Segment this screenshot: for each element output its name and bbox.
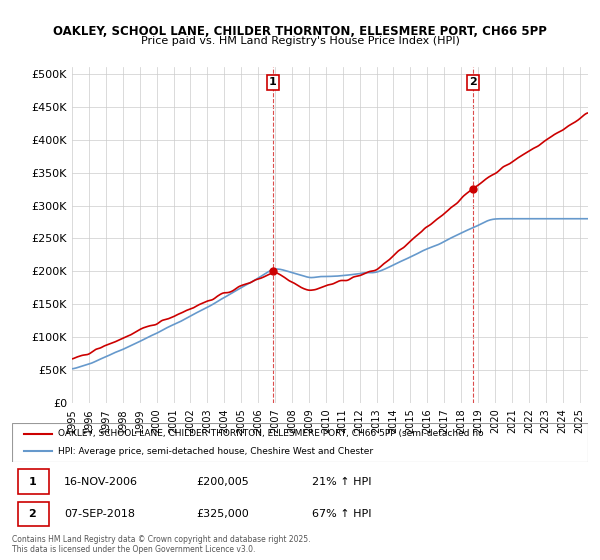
Text: 2: 2 xyxy=(469,77,476,87)
Text: OAKLEY, SCHOOL LANE, CHILDER THORNTON, ELLESMERE PORT, CH66 5PP (semi-detached h: OAKLEY, SCHOOL LANE, CHILDER THORNTON, E… xyxy=(58,430,484,438)
Text: 2: 2 xyxy=(28,508,36,519)
Text: £200,005: £200,005 xyxy=(196,477,249,487)
Text: 67% ↑ HPI: 67% ↑ HPI xyxy=(311,508,371,519)
Bar xyxy=(18,469,49,494)
Bar xyxy=(18,502,49,526)
Text: 1: 1 xyxy=(28,477,36,487)
Text: OAKLEY, SCHOOL LANE, CHILDER THORNTON, ELLESMERE PORT, CH66 5PP: OAKLEY, SCHOOL LANE, CHILDER THORNTON, E… xyxy=(53,25,547,38)
Text: Contains HM Land Registry data © Crown copyright and database right 2025.
This d: Contains HM Land Registry data © Crown c… xyxy=(12,535,311,554)
Text: 16-NOV-2006: 16-NOV-2006 xyxy=(64,477,138,487)
Text: Price paid vs. HM Land Registry's House Price Index (HPI): Price paid vs. HM Land Registry's House … xyxy=(140,36,460,46)
Text: 1: 1 xyxy=(269,77,277,87)
Text: HPI: Average price, semi-detached house, Cheshire West and Chester: HPI: Average price, semi-detached house,… xyxy=(58,446,373,455)
Text: 07-SEP-2018: 07-SEP-2018 xyxy=(64,508,135,519)
Text: 21% ↑ HPI: 21% ↑ HPI xyxy=(311,477,371,487)
Text: £325,000: £325,000 xyxy=(196,508,249,519)
